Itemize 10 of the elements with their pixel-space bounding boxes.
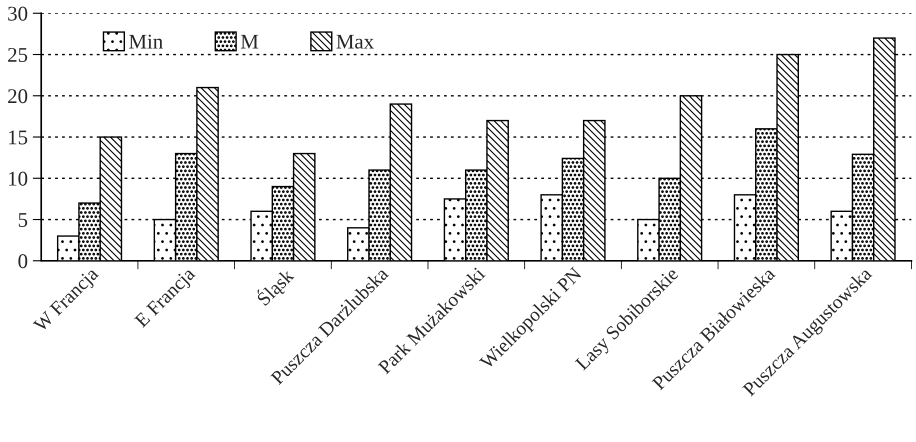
y-tick-label: 10: [9, 172, 28, 186]
legend-label: Max: [336, 34, 374, 49]
y-tick-label: 20: [8, 89, 28, 104]
y-tick-label: 25: [8, 48, 28, 62]
y-tick-label: 30: [8, 6, 28, 21]
legend-label: M: [240, 34, 258, 48]
legend-label: Min: [129, 34, 163, 48]
y-tick-label: 5: [18, 213, 28, 227]
y-tick-label: 15: [9, 130, 28, 144]
y-tick-label: 0: [18, 254, 28, 268]
